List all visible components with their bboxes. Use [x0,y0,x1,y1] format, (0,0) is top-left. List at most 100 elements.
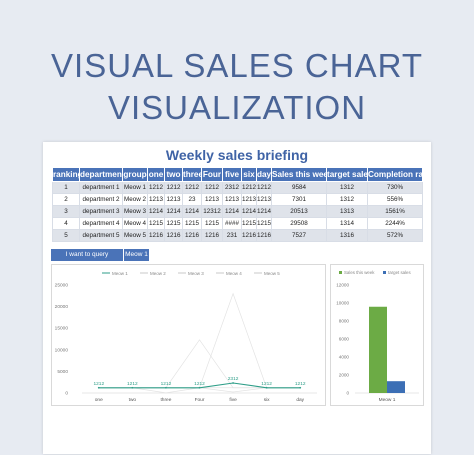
table-cell[interactable]: department 2 [79,193,123,206]
header-cell: six [241,167,257,182]
header-cell: five [222,167,242,182]
table-cell[interactable]: 1214 [182,205,202,218]
table-cell[interactable]: 23 [182,193,202,206]
legend-label: Sales this week [344,270,375,275]
table-cell[interactable]: department 5 [79,229,123,242]
legend-swatch [339,271,342,274]
table-cell[interactable]: 9584 [271,181,327,194]
table-cell[interactable]: Meow 4 [122,217,148,230]
y-tick-label: 6000 [339,337,350,342]
table-cell[interactable]: Meow 2 [122,193,148,206]
table-cell[interactable]: 1 [52,181,80,194]
y-tick-label: 12000 [336,283,349,288]
table-cell[interactable]: Meow 1 [122,181,148,194]
table-cell[interactable]: 1212 [241,181,257,194]
table-cell[interactable]: 1212 [201,181,223,194]
table-cell[interactable]: 1213 [147,193,165,206]
series-line [98,292,301,389]
table-cell[interactable]: 1216 [182,229,202,242]
x-tick-label: day [296,397,304,403]
table-cell[interactable]: 1212 [164,181,183,194]
table-cell[interactable]: 1214 [147,205,165,218]
data-label: 1212 [93,381,104,387]
data-point [265,386,268,389]
table-cell[interactable]: 1212 [256,181,272,194]
table-cell[interactable]: 572% [367,229,423,242]
table-cell[interactable]: 1213 [222,193,242,206]
legend-label: Meow 5 [264,271,280,276]
table-cell[interactable]: 1216 [256,229,272,242]
header-cell: department [79,167,123,182]
table-cell[interactable]: 1215 [182,217,202,230]
table-cell[interactable]: 231 [222,229,242,242]
table-cell[interactable]: 2244% [367,217,423,230]
table-cell[interactable]: 29508 [271,217,327,230]
header-cell: target sales [326,167,368,182]
table-cell[interactable]: 5 [52,229,80,242]
table-cell[interactable]: Meow 5 [122,229,148,242]
data-label: 1212 [127,381,138,387]
legend-label: Meow 2 [150,271,166,276]
data-point [97,386,100,389]
line-chart-panel: Meow 1 Meow 2 Meow 3 Meow 4 Meow 5 0 5000 10000… [51,264,326,406]
table-cell[interactable]: 1214 [164,205,183,218]
table-cell[interactable]: 1312 [326,193,368,206]
table-cell[interactable]: 1314 [326,217,368,230]
table-cell[interactable]: 1216 [147,229,165,242]
page-title-line-2: VISUALIZATION [107,89,367,126]
table-cell[interactable]: 1216 [241,229,257,242]
table-cell[interactable]: 1312 [326,181,368,194]
header-cell: group [122,167,148,182]
table-cell[interactable]: 1216 [164,229,183,242]
table-cell[interactable]: 1561% [367,205,423,218]
y-tick-label: 20000 [55,304,69,310]
legend-label: Meow 1 [112,271,128,276]
x-tick-label: two [129,397,137,403]
table-cell[interactable]: #### [222,217,242,230]
table-cell[interactable]: 20513 [271,205,327,218]
x-tick-label: five [229,397,237,403]
table-cell[interactable]: 1216 [201,229,223,242]
table-cell[interactable]: 556% [367,193,423,206]
legend-label: target sales [388,270,412,275]
table-cell[interactable]: 3 [52,205,80,218]
y-tick-label: 0 [65,391,68,397]
table-cell[interactable]: 1316 [326,229,368,242]
table-cell[interactable]: department 3 [79,205,123,218]
table-cell[interactable]: Meow 3 [122,205,148,218]
table-cell[interactable]: 7301 [271,193,327,206]
x-tick-label: one [95,398,103,403]
table-cell[interactable]: 1214 [222,205,242,218]
line-chart: Meow 1 Meow 2 Meow 3 Meow 4 Meow 5 0 5000 10000… [55,271,317,403]
data-point [198,386,201,389]
table-cell[interactable]: 1212 [147,181,165,194]
table-cell[interactable]: 2 [52,193,80,206]
table-cell[interactable]: 1214 [256,205,272,218]
table-cell[interactable]: 1215 [147,217,165,230]
table-cell[interactable]: department 1 [79,181,123,194]
table-cell[interactable]: 1215 [256,217,272,230]
table-cell[interactable]: 1213 [201,193,223,206]
table-cell[interactable]: department 4 [79,217,123,230]
table-cell[interactable]: 1213 [164,193,183,206]
table-cell[interactable]: 1214 [241,205,257,218]
table-cell[interactable]: 1215 [241,217,257,230]
table-cell[interactable]: 2312 [222,181,242,194]
sales-table: ranking department group one two three F… [52,167,423,242]
y-tick-label: 2000 [339,373,350,378]
table-cell[interactable]: 1213 [256,193,272,206]
table-cell[interactable]: 1313 [326,205,368,218]
table-cell[interactable]: 1215 [164,217,183,230]
table-cell[interactable]: 7527 [271,229,327,242]
bar-chart: Sales this week target sales 0 2000 4000 6000… [336,270,419,403]
table-cell[interactable]: 1215 [201,217,223,230]
query-label: I want to query [51,249,123,261]
data-label: 1212 [194,381,205,387]
query-dropdown[interactable]: Meow 1 [123,249,149,261]
table-cell[interactable]: 1212 [182,181,202,194]
y-tick-label: 25000 [55,283,69,289]
table-cell[interactable]: 4 [52,217,80,230]
table-cell[interactable]: 12312 [201,205,223,218]
table-cell[interactable]: 730% [367,181,423,194]
table-cell[interactable]: 1213 [241,193,257,206]
